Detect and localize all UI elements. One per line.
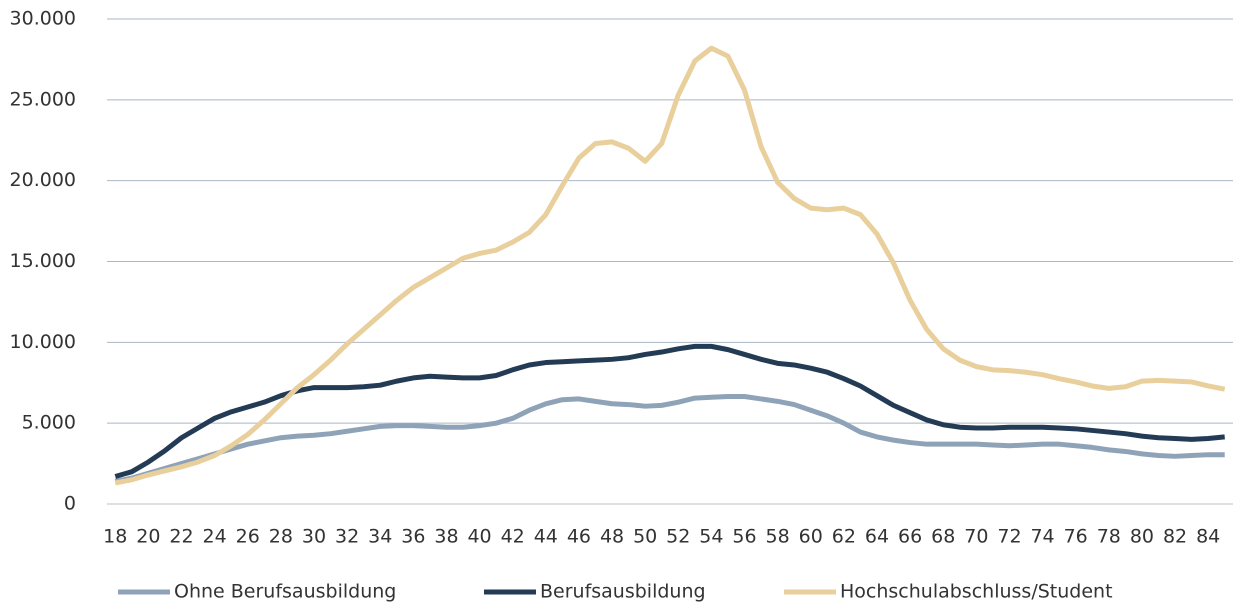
x-tick-label: 62 xyxy=(832,526,856,548)
x-tick-label: 58 xyxy=(766,526,790,548)
y-tick-label: 25.000 xyxy=(10,88,76,110)
x-tick-label: 52 xyxy=(666,526,690,548)
x-tick-label: 60 xyxy=(799,526,823,548)
y-tick-label: 30.000 xyxy=(10,8,76,30)
y-tick-label: 10.000 xyxy=(10,331,76,353)
x-tick-label: 80 xyxy=(1130,526,1154,548)
x-tick-label: 36 xyxy=(401,526,425,548)
series-line xyxy=(114,45,1226,486)
x-tick-label: 26 xyxy=(236,526,260,548)
legend-label: Ohne Berufsausbildung xyxy=(174,581,396,603)
x-tick-label: 32 xyxy=(335,526,359,548)
x-tick-label: 56 xyxy=(732,526,756,548)
series-line xyxy=(114,343,1225,479)
x-tick-label: 72 xyxy=(997,526,1021,548)
x-tick-label: 76 xyxy=(1064,526,1088,548)
x-tick-label: 46 xyxy=(567,526,591,548)
series-line xyxy=(114,393,1225,484)
y-tick-label: 0 xyxy=(64,493,76,515)
x-tick-label: 28 xyxy=(269,526,293,548)
y-tick-label: 20.000 xyxy=(10,169,76,191)
x-tick-label: 66 xyxy=(898,526,922,548)
x-tick-label: 54 xyxy=(699,526,723,548)
x-tick-label: 74 xyxy=(1030,526,1054,548)
x-tick-label: 20 xyxy=(136,526,160,548)
x-tick-label: 22 xyxy=(169,526,193,548)
y-tick-label: 15.000 xyxy=(10,250,76,272)
x-tick-label: 44 xyxy=(534,526,558,548)
x-tick-label: 50 xyxy=(633,526,657,548)
legend-label: Berufsausbildung xyxy=(540,581,706,603)
x-tick-label: 82 xyxy=(1163,526,1187,548)
x-tick-label: 24 xyxy=(203,526,227,548)
x-tick-label: 64 xyxy=(865,526,889,548)
x-tick-label: 70 xyxy=(964,526,988,548)
x-tick-label: 42 xyxy=(501,526,525,548)
x-tick-label: 40 xyxy=(467,526,491,548)
x-tick-label: 48 xyxy=(600,526,624,548)
x-tick-label: 68 xyxy=(931,526,955,548)
x-tick-label: 38 xyxy=(434,526,458,548)
x-tick-label: 78 xyxy=(1097,526,1121,548)
x-tick-label: 30 xyxy=(302,526,326,548)
x-tick-label: 18 xyxy=(103,526,127,548)
legend-label: Hochschulabschluss/Student xyxy=(840,581,1113,603)
x-tick-label: 34 xyxy=(368,526,392,548)
y-tick-label: 5.000 xyxy=(22,412,76,434)
x-tick-label: 84 xyxy=(1196,526,1220,548)
